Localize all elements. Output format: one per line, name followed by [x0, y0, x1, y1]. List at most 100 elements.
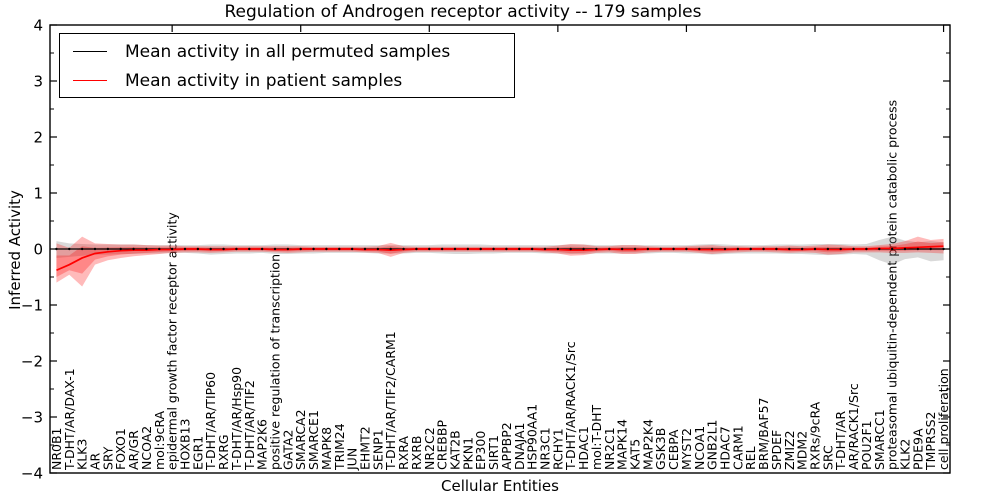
permuted-marker-dot: [800, 247, 804, 251]
permuted-marker-dot: [183, 247, 187, 251]
permuted-marker-dot: [762, 247, 765, 251]
permuted-marker-dot: [145, 247, 148, 251]
permuted-marker-dot: [106, 247, 110, 251]
permuted-marker-dot: [685, 247, 688, 251]
x-category-label: NR2C1: [602, 427, 617, 470]
x-category-label: NR2C2: [422, 427, 437, 470]
permuted-marker-dot: [415, 247, 418, 251]
permuted-marker-dot: [93, 247, 97, 251]
x-category-label: GNB2L1: [705, 420, 720, 470]
permuted-marker-dot: [402, 247, 405, 251]
x-category-label: NR3C1: [538, 427, 553, 470]
x-category-label: RXRB: [409, 435, 424, 470]
permuted-marker-dot: [505, 247, 508, 251]
permuted-marker-dot: [235, 247, 238, 251]
permuted-marker-dot: [312, 247, 315, 251]
x-category-label: SRC: [820, 445, 835, 470]
x-category-label: PKN1: [460, 437, 475, 470]
permuted-marker-dot: [903, 247, 907, 251]
permuted-marker-dot: [196, 247, 200, 251]
x-category-label: SIRT1: [486, 435, 501, 470]
x-category-label: epidermal growth factor receptor activit…: [165, 212, 180, 470]
permuted-marker-dot: [68, 247, 71, 251]
permuted-marker-dot: [543, 247, 547, 251]
permuted-marker-dot: [273, 247, 277, 251]
x-category-label: JUN: [345, 448, 360, 471]
permuted-marker-dot: [350, 247, 354, 251]
permuted-line-swatch: [73, 51, 107, 52]
permuted-marker-dot: [749, 247, 752, 251]
x-category-label: MAPK14: [615, 419, 630, 470]
x-category-label: MAP2K4: [640, 419, 655, 470]
x-category-label: MYST2: [679, 428, 694, 470]
permuted-marker-dot: [286, 247, 290, 251]
x-category-label: EHMT2: [358, 426, 373, 470]
x-category-label: mol:9cRA: [152, 410, 167, 470]
x-category-label: mol:T-DHT: [589, 404, 604, 470]
permuted-marker-dot: [428, 247, 431, 251]
x-category-label: HOXB13: [178, 419, 193, 470]
x-category-label: SENP1: [370, 429, 385, 470]
permuted-marker-dot: [723, 247, 727, 251]
y-tick-label: 0: [33, 241, 43, 259]
permuted-marker-dot: [839, 247, 842, 251]
permuted-marker-dot: [916, 247, 920, 251]
x-category-label: KLK3: [75, 439, 90, 470]
x-category-label: T-DHT/AR/TIF2: [242, 380, 257, 471]
permuted-marker-dot: [865, 247, 868, 251]
permuted-marker-dot: [929, 247, 932, 251]
x-category-label: TMPRSS2: [923, 412, 938, 471]
y-tick-label: −2: [21, 353, 43, 371]
permuted-marker-dot: [556, 247, 560, 251]
x-category-label: PDE9A: [910, 428, 925, 470]
x-category-label: POU2F1: [859, 420, 874, 470]
legend-item-permuted: Mean activity in all permuted samples: [60, 37, 514, 66]
x-category-label: positive regulation of transcription: [268, 254, 283, 470]
y-axis-label: Inferred Activity: [6, 190, 24, 310]
y-tick-label: 3: [33, 73, 43, 91]
permuted-marker-dot: [698, 247, 701, 251]
permuted-marker-dot: [608, 247, 611, 251]
permuted-marker-dot: [852, 247, 855, 251]
x-category-label: HSP90AA1: [525, 404, 540, 470]
patient-band-outer: [56, 236, 944, 287]
y-tick-label: −1: [21, 297, 43, 315]
x-category-label: GATA2: [280, 430, 295, 470]
x-category-label: proteasomal ubiquitin-dependent protein …: [885, 100, 900, 470]
patient-line-swatch: [73, 80, 107, 81]
permuted-marker-dot: [260, 247, 264, 251]
patient-mean-line: [56, 245, 944, 272]
permuted-band: [56, 236, 944, 265]
x-category-label: ZMIZ2: [782, 430, 797, 470]
permuted-marker-dot: [646, 247, 650, 251]
x-category-label: T-DHT/AR/DAX-1: [62, 368, 77, 471]
x-category-label: NCOA2: [139, 426, 154, 470]
x-category-label: MAPK8: [319, 427, 334, 470]
permuted-marker-dot: [582, 247, 585, 251]
permuted-marker-dot: [710, 247, 714, 251]
permuted-marker-dot: [479, 247, 482, 251]
permuted-marker-dot: [132, 247, 135, 251]
permuted-marker-dot: [518, 247, 521, 251]
x-category-label: MDM2: [795, 431, 810, 470]
x-category-label: T-DHT/AR/TIP60: [203, 372, 218, 471]
x-category-label: CEBPA: [666, 429, 681, 470]
x-category-label: NCOA1: [692, 426, 707, 470]
x-category-label: RCHY1: [550, 428, 565, 470]
permuted-marker-dot: [595, 247, 598, 251]
x-category-label: T-DHT/AR: [833, 411, 848, 471]
permuted-marker-dot: [80, 247, 84, 251]
permuted-marker-dot: [826, 247, 830, 251]
chart-title: Regulation of Androgen receptor activity…: [224, 2, 702, 22]
y-tick-label: 2: [33, 129, 43, 147]
permuted-marker-dot: [453, 247, 457, 251]
x-category-label: AR/GR: [126, 430, 141, 470]
permuted-marker-dot: [736, 247, 740, 251]
x-category-label: AR: [88, 452, 103, 470]
permuted-marker-dot: [633, 247, 637, 251]
x-category-label: SMARCC1: [872, 409, 887, 470]
x-category-label: DNAJA1: [512, 423, 527, 471]
permuted-marker-dot: [530, 247, 534, 251]
x-category-label: KAT5: [628, 439, 643, 470]
